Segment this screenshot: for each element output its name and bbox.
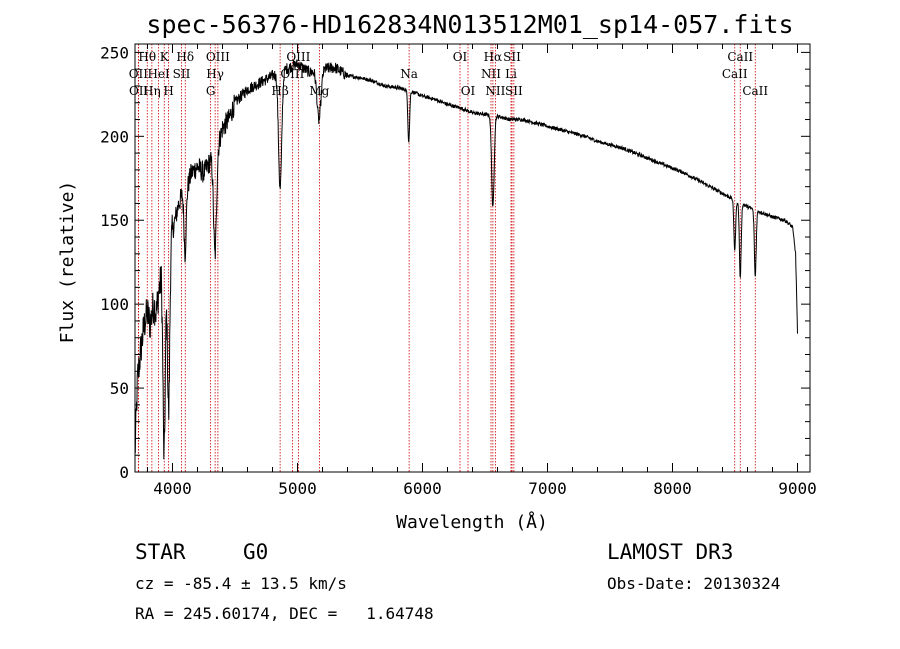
spectral-line-label: CaII xyxy=(722,67,748,81)
plot-frame xyxy=(134,43,811,473)
spectral-line-label: HeI xyxy=(147,67,170,81)
spectral-line-label: CaII xyxy=(727,50,753,64)
obs-date: Obs-Date: 20130324 xyxy=(607,574,781,593)
spectral-line-label: OII xyxy=(129,84,149,98)
x-axis-label: Wavelength (Å) xyxy=(396,511,548,533)
y-tick-label: 0 xyxy=(119,463,129,482)
redshift: cz = -85.4 ± 13.5 km/s xyxy=(135,574,347,593)
spectral-line-label: SII xyxy=(505,84,523,98)
y-tick-label: 100 xyxy=(100,295,129,314)
chart-title: spec-56376-HD162834N013512M01_sp14-057.f… xyxy=(146,10,793,39)
x-tick-label: 6000 xyxy=(403,479,442,498)
spectral-line-label: G xyxy=(206,84,216,98)
y-tick-label: 150 xyxy=(100,211,129,230)
spectral-line-label: H xyxy=(163,84,173,98)
x-tick-label: 9000 xyxy=(778,479,817,498)
y-axis-label: Flux (relative) xyxy=(57,181,78,344)
spectral-line-label: OIII xyxy=(286,50,310,64)
spectral-line-label: OIII xyxy=(280,67,304,81)
spectral-line-label: Hδ xyxy=(176,50,194,64)
subclass: G0 xyxy=(243,540,269,564)
spectral-line-label: OI xyxy=(461,84,476,98)
spectral-line-label: OI xyxy=(453,50,468,64)
spectral-line-label: OIII xyxy=(206,50,230,64)
spectral-line-label: Hβ xyxy=(271,84,288,98)
spectral-line-label: Li xyxy=(505,67,517,81)
spectral-line-label: Hγ xyxy=(206,67,224,81)
axis-ticks: 4000 5000 6000 7000 8000 9000 0 50 100 150 200 250 xyxy=(100,43,817,498)
spectral-line-label: NII xyxy=(481,67,501,81)
y-tick-label: 200 xyxy=(100,127,129,146)
coordinates: RA = 245.60174, DEC = 1.64748 xyxy=(135,604,434,623)
x-tick-label: 4000 xyxy=(153,479,192,498)
spectral-line-label: Hη xyxy=(143,84,161,98)
spectral-line-label: OII xyxy=(129,67,149,81)
spectral-line-label: NII xyxy=(485,84,505,98)
spectrum-line xyxy=(134,59,798,460)
survey-name: LAMOST DR3 xyxy=(607,540,734,564)
x-tick-label: 8000 xyxy=(653,479,692,498)
spectral-line-label: Hα xyxy=(484,50,503,64)
spectral-line-label: CaII xyxy=(742,84,768,98)
spectral-line-label: Na xyxy=(400,67,418,81)
spectral-line-label: K xyxy=(160,50,170,64)
y-tick-label: 250 xyxy=(100,43,129,62)
x-tick-label: 5000 xyxy=(278,479,317,498)
y-tick-label: 50 xyxy=(110,379,129,398)
x-tick-label: 7000 xyxy=(528,479,567,498)
spectral-line-label: SII xyxy=(503,50,521,64)
spectral-line-label: Hθ xyxy=(138,50,156,64)
object-class: STAR xyxy=(135,540,186,564)
spectral-line-markers xyxy=(137,44,756,472)
spectral-line-label: Mg xyxy=(309,84,329,98)
spectral-line-label: SII xyxy=(173,67,191,81)
